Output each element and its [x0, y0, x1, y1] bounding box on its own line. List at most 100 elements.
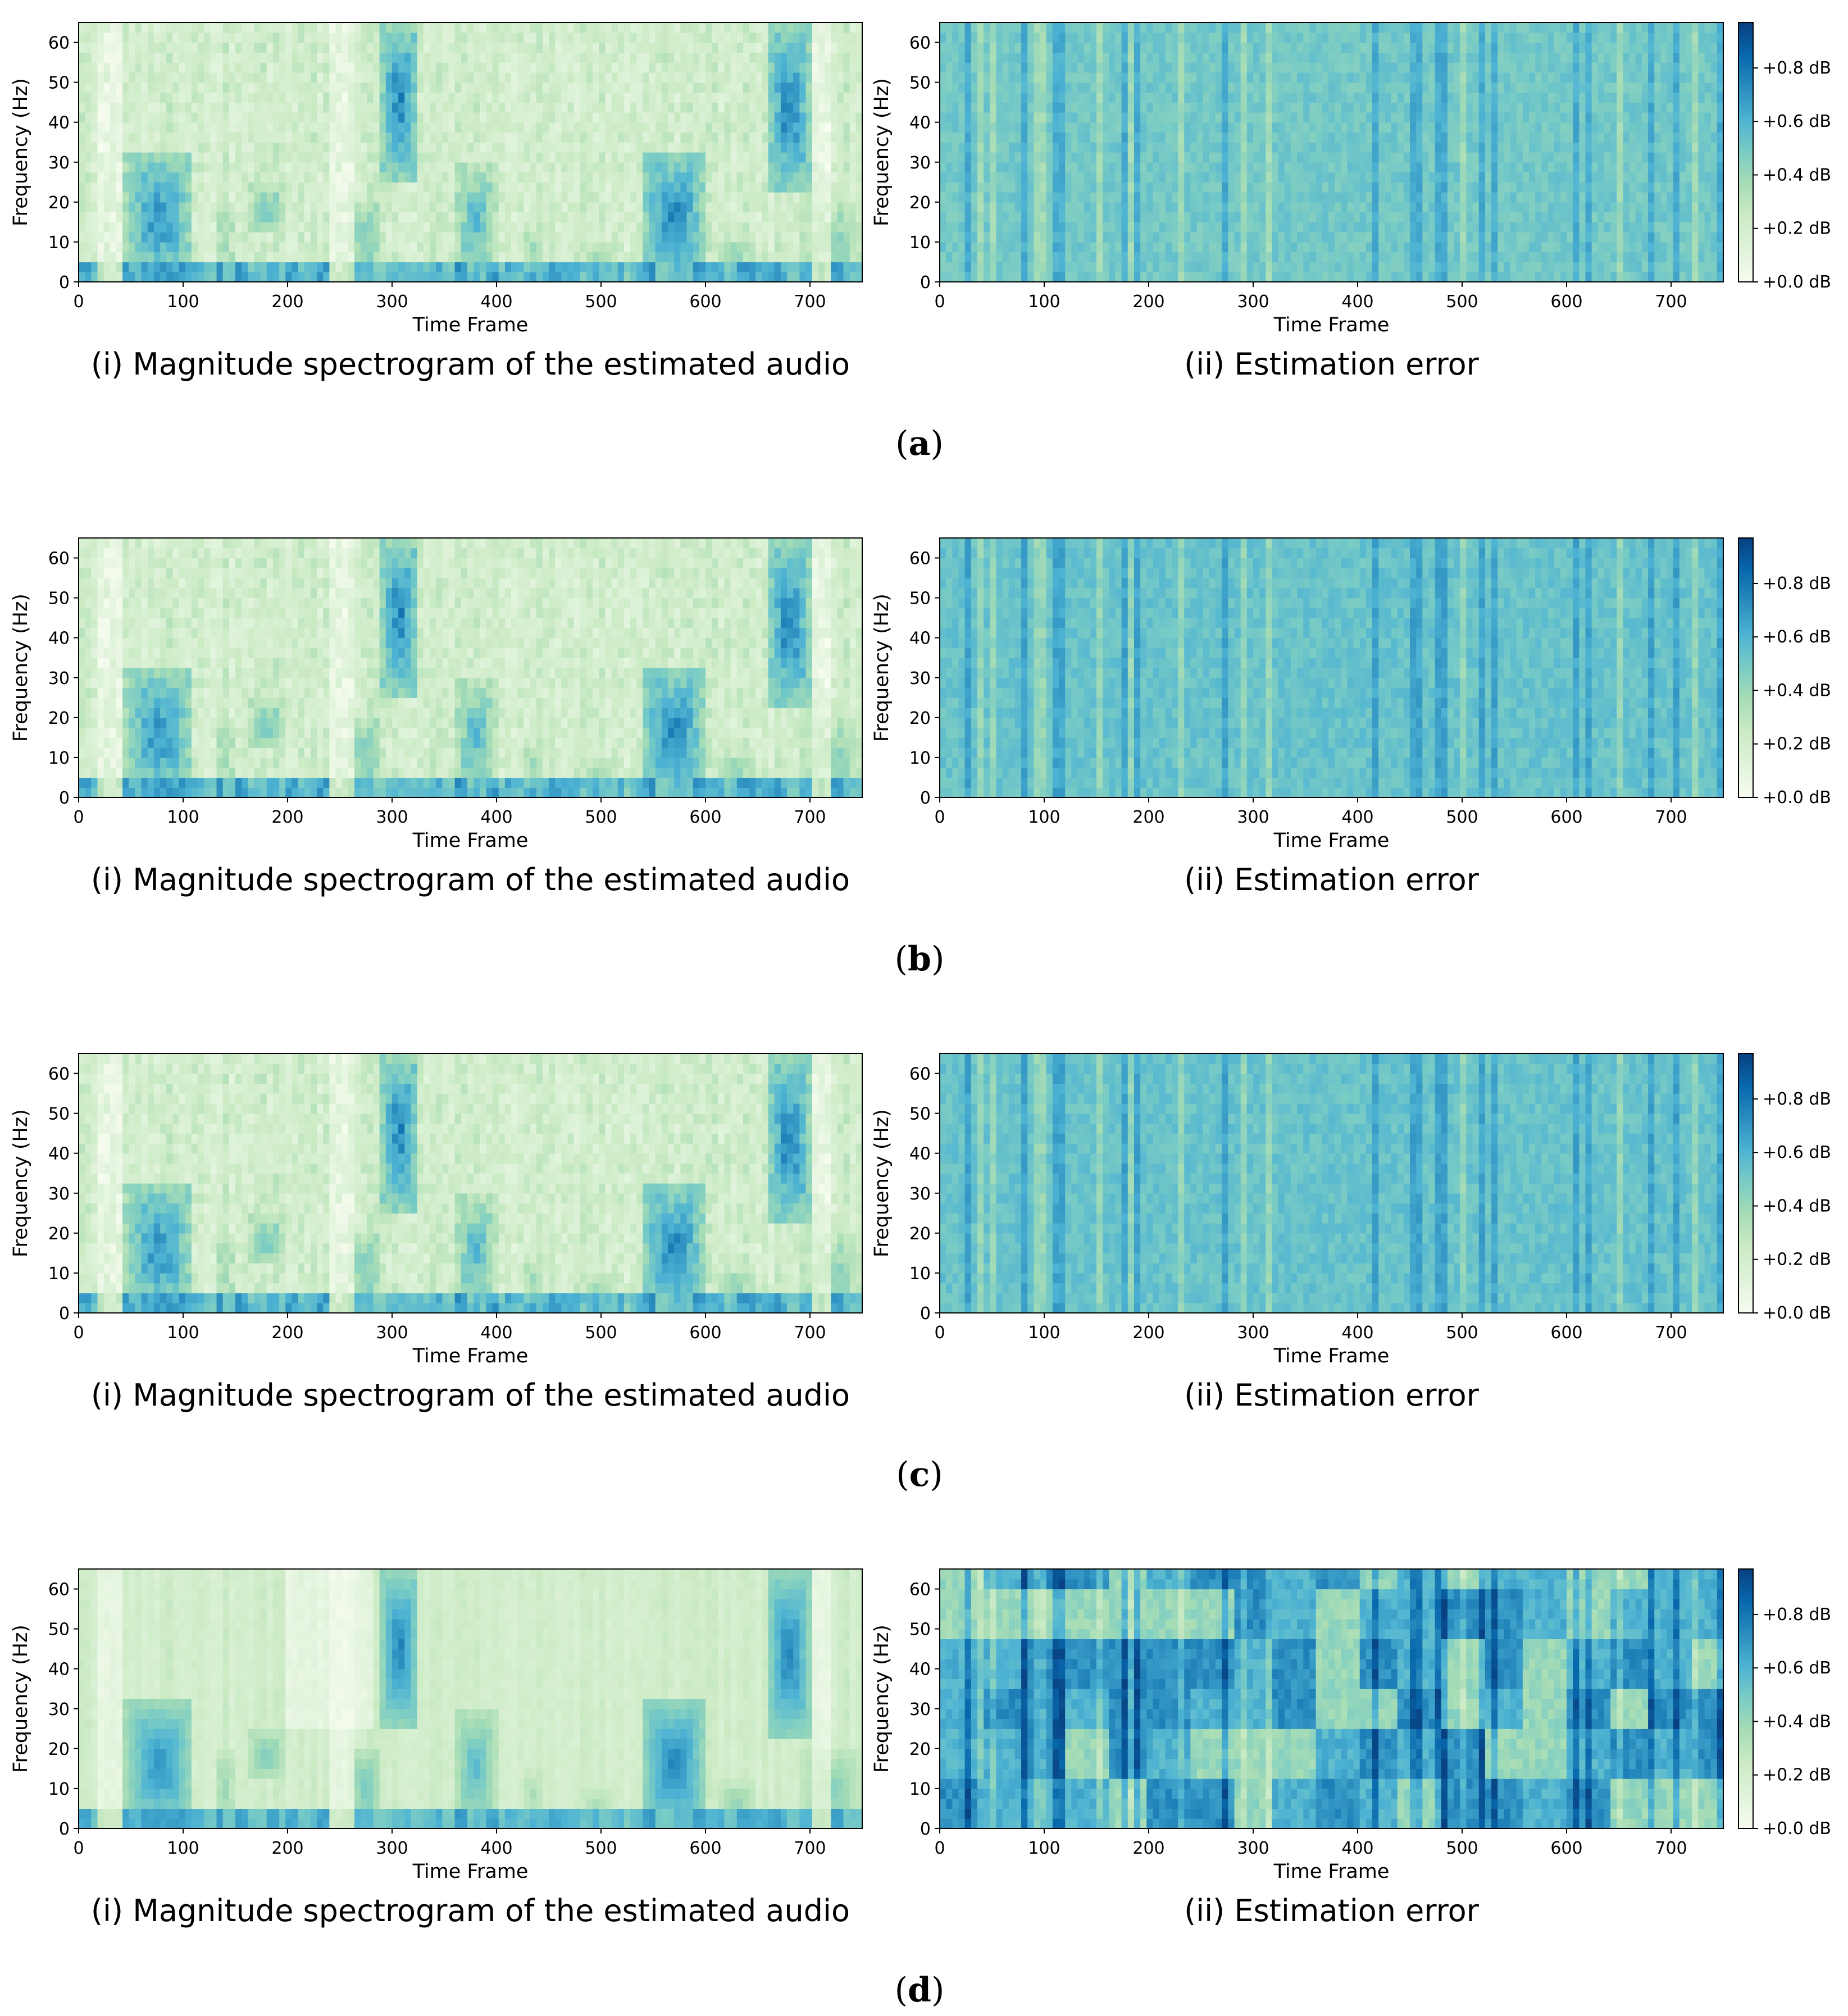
heatmap-cell: [730, 262, 738, 272]
heatmap-cell: [768, 202, 775, 213]
heatmap-cell: [762, 272, 769, 282]
heatmap-cell: [1046, 82, 1053, 93]
heatmap-cell: [712, 112, 718, 123]
heatmap-cell: [1284, 182, 1291, 193]
heatmap-cell: [517, 252, 524, 263]
heatmap-cell: [474, 202, 480, 213]
heatmap-cell: [843, 192, 850, 203]
heatmap-cell: [436, 52, 443, 63]
heatmap-cell: [110, 32, 117, 43]
heatmap-cell: [242, 82, 248, 93]
heatmap-cell: [1134, 172, 1141, 183]
heatmap-cell: [411, 42, 418, 53]
heatmap-cell: [736, 112, 744, 123]
heatmap-cell: [1240, 22, 1248, 33]
heatmap-cell: [210, 252, 217, 263]
heatmap-cell: [1184, 32, 1191, 43]
heatmap-cell: [567, 272, 575, 282]
heatmap-cell: [661, 132, 668, 143]
heatmap-cell: [611, 102, 618, 113]
heatmap-cell: [843, 42, 850, 53]
heatmap-cell: [285, 92, 293, 103]
heatmap-cell: [940, 241, 946, 253]
heatmap-cell: [417, 182, 424, 193]
heatmap-cell: [674, 102, 681, 113]
heatmap-cell: [630, 202, 637, 213]
heatmap-cell: [762, 32, 769, 43]
heatmap-cell: [1246, 82, 1254, 93]
heatmap-cell: [1115, 162, 1122, 173]
heatmap-cell: [1115, 102, 1122, 113]
heatmap-cell: [730, 132, 738, 143]
heatmap-cell: [1322, 142, 1329, 153]
heatmap-cell: [825, 232, 831, 243]
heatmap-cell: [210, 172, 217, 183]
heatmap-cell: [1222, 22, 1228, 33]
heatmap-cell: [964, 62, 972, 73]
heatmap-cell: [674, 22, 681, 33]
heatmap-cell: [1059, 102, 1066, 113]
heatmap-cell: [1253, 202, 1260, 213]
heatmap-cell: [843, 22, 850, 33]
heatmap-cell: [599, 102, 606, 113]
heatmap-cell: [474, 142, 480, 153]
heatmap-cell: [354, 172, 361, 183]
heatmap-cell: [436, 132, 443, 143]
heatmap-cell: [361, 112, 367, 123]
heatmap-cell: [524, 232, 531, 243]
heatmap-cell: [122, 142, 129, 153]
heatmap-cell: [1253, 222, 1260, 232]
heatmap-cell: [147, 192, 154, 203]
heatmap-cell: [342, 72, 349, 83]
heatmap-cell: [85, 262, 92, 272]
error-axes: 0 100 200 300 400 500 600 7000102030405060Time …: [871, 22, 1724, 336]
heatmap-cell: [718, 252, 725, 263]
heatmap-cell: [79, 212, 85, 222]
heatmap-cell: [517, 112, 524, 123]
heatmap-cell: [442, 132, 449, 143]
heatmap-cell: [649, 62, 656, 73]
heatmap-cell: [317, 32, 324, 43]
heatmap-cell: [655, 241, 662, 253]
heatmap-cell: [486, 62, 493, 73]
heatmap-cell: [235, 22, 242, 33]
heatmap-cell: [1153, 112, 1160, 123]
heatmap-cell: [787, 42, 794, 53]
heatmap-cell: [229, 241, 236, 253]
heatmap-cell: [1246, 222, 1254, 232]
heatmap-cell: [79, 102, 85, 113]
heatmap-cell: [147, 202, 154, 213]
heatmap-cell: [166, 192, 173, 203]
heatmap-cell: [1209, 262, 1216, 272]
heatmap-cell: [1090, 192, 1097, 203]
heatmap-cell: [310, 132, 317, 143]
heatmap-cell: [649, 52, 656, 63]
heatmap-cell: [153, 252, 161, 263]
heatmap-cell: [1153, 52, 1160, 63]
heatmap-cell: [580, 62, 587, 73]
heatmap-cell: [940, 142, 946, 153]
heatmap-cell: [97, 112, 104, 123]
heatmap-cell: [198, 22, 204, 33]
heatmap-cell: [636, 192, 643, 203]
heatmap-cell: [467, 162, 474, 173]
heatmap-cell: [285, 222, 293, 232]
heatmap-cell: [599, 272, 606, 282]
heatmap-cell: [1134, 102, 1141, 113]
heatmap-cell: [335, 241, 343, 253]
heatmap-cell: [623, 222, 631, 232]
heatmap-cell: [831, 152, 837, 163]
heatmap-cell: [492, 92, 499, 103]
heatmap-cell: [1309, 241, 1317, 253]
heatmap-cell: [680, 192, 688, 203]
heatmap-cell: [593, 192, 599, 203]
heatmap-cell: [1309, 192, 1317, 203]
heatmap-cell: [686, 22, 694, 33]
heatmap-cell: [680, 152, 688, 163]
heatmap-cell: [555, 132, 562, 143]
heatmap-cell: [712, 142, 718, 153]
heatmap-cell: [1190, 192, 1198, 203]
heatmap-cell: [1203, 102, 1210, 113]
heatmap-cell: [216, 212, 224, 222]
heatmap-cell: [191, 42, 198, 53]
